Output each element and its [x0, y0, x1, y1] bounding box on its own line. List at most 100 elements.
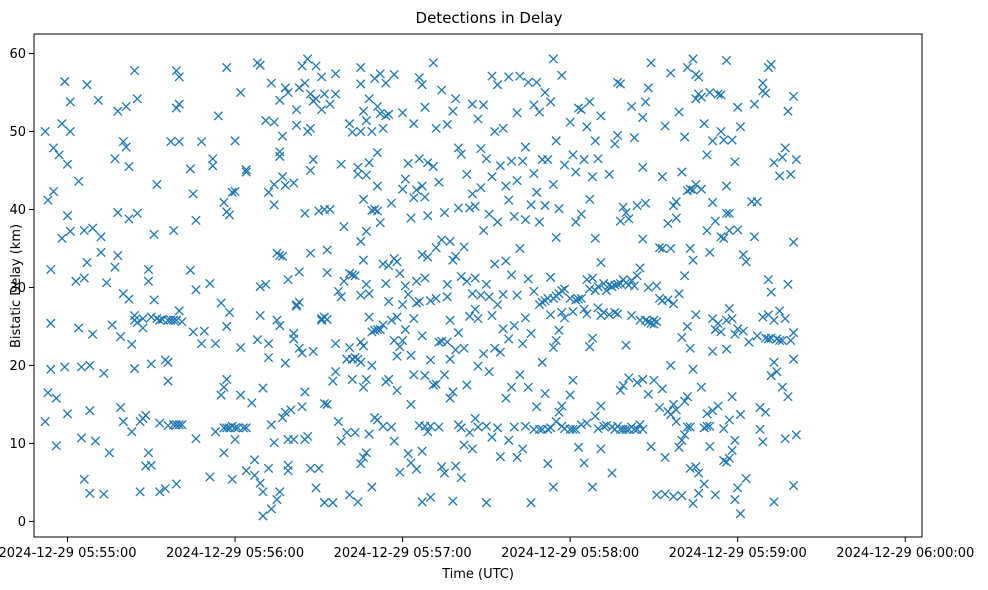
data-point — [492, 80, 503, 90]
data-point — [74, 323, 84, 333]
data-point — [769, 158, 779, 168]
data-point — [464, 311, 475, 321]
data-point — [269, 437, 279, 448]
data-point — [545, 272, 556, 282]
data-point — [347, 127, 357, 137]
data-point — [160, 483, 170, 494]
data-point — [604, 310, 614, 320]
data-point — [456, 423, 466, 433]
data-point — [235, 87, 246, 98]
data-point — [46, 364, 56, 374]
data-point — [171, 315, 182, 325]
data-point — [467, 444, 478, 454]
data-point — [222, 374, 232, 385]
data-point — [437, 85, 447, 95]
data-point — [693, 468, 704, 478]
data-point — [420, 370, 430, 381]
data-point — [358, 194, 369, 204]
data-point — [579, 304, 589, 314]
data-point — [523, 274, 533, 284]
data-point — [188, 327, 198, 337]
data-point — [682, 422, 693, 432]
data-point — [520, 313, 531, 323]
data-point — [688, 255, 698, 265]
data-point — [649, 375, 659, 385]
data-point — [557, 307, 567, 318]
data-point — [439, 468, 450, 478]
data-point — [378, 259, 388, 269]
data-point — [646, 58, 656, 68]
data-point — [529, 286, 539, 297]
data-point — [727, 313, 737, 324]
data-point — [456, 473, 466, 483]
data-point — [705, 247, 715, 258]
data-point — [289, 434, 299, 445]
data-point — [652, 317, 662, 327]
data-point — [481, 154, 492, 164]
data-point — [60, 76, 70, 87]
data-point — [425, 355, 436, 365]
data-point — [607, 468, 617, 478]
data-point — [48, 143, 59, 153]
data-point — [492, 299, 503, 310]
data-point — [330, 338, 341, 349]
data-point — [249, 455, 260, 465]
data-point — [573, 294, 584, 304]
data-point — [640, 198, 651, 208]
data-point — [467, 289, 478, 299]
data-point — [314, 206, 324, 216]
data-point — [788, 354, 799, 364]
data-point — [166, 136, 176, 147]
data-point — [635, 420, 645, 430]
data-point — [735, 122, 746, 132]
data-point — [409, 313, 419, 324]
data-point — [576, 209, 586, 219]
data-point — [643, 317, 653, 327]
data-point — [783, 391, 793, 402]
data-point — [389, 436, 399, 446]
data-point — [383, 296, 394, 307]
data-point — [615, 385, 626, 396]
data-point — [467, 189, 478, 199]
data-point — [758, 312, 768, 322]
x-axis: 2024-12-29 05:55:00 2024-12-29 05:56:00 20… — [0, 537, 974, 561]
data-point — [607, 282, 617, 292]
data-point — [492, 423, 503, 433]
data-point — [325, 204, 335, 215]
data-point — [599, 421, 609, 431]
data-point — [643, 83, 653, 93]
data-point — [437, 462, 447, 472]
data-point — [646, 441, 656, 452]
data-point — [62, 409, 73, 419]
data-point — [224, 210, 235, 220]
data-point — [344, 342, 355, 353]
data-point — [322, 245, 332, 255]
data-point — [283, 466, 293, 476]
data-point — [241, 423, 251, 433]
data-point — [353, 162, 363, 173]
data-point — [350, 427, 360, 438]
plot-frame — [33, 33, 923, 538]
data-point — [780, 143, 790, 153]
data-point — [414, 73, 425, 83]
data-point — [124, 214, 134, 224]
data-point — [43, 195, 53, 205]
data-point — [386, 198, 397, 208]
data-point — [272, 315, 282, 325]
data-point — [216, 298, 226, 308]
data-point — [758, 437, 768, 447]
data-point — [40, 126, 50, 137]
data-point — [484, 367, 494, 377]
data-point — [716, 232, 726, 242]
data-point — [107, 320, 117, 330]
data-point — [93, 95, 103, 105]
data-point — [699, 119, 709, 129]
data-point — [141, 410, 151, 421]
data-point — [275, 250, 285, 261]
data-point — [222, 423, 232, 433]
data-point — [308, 346, 318, 357]
data-point — [557, 401, 567, 411]
data-point — [696, 382, 707, 392]
data-point — [339, 221, 349, 232]
data-point — [344, 268, 355, 279]
